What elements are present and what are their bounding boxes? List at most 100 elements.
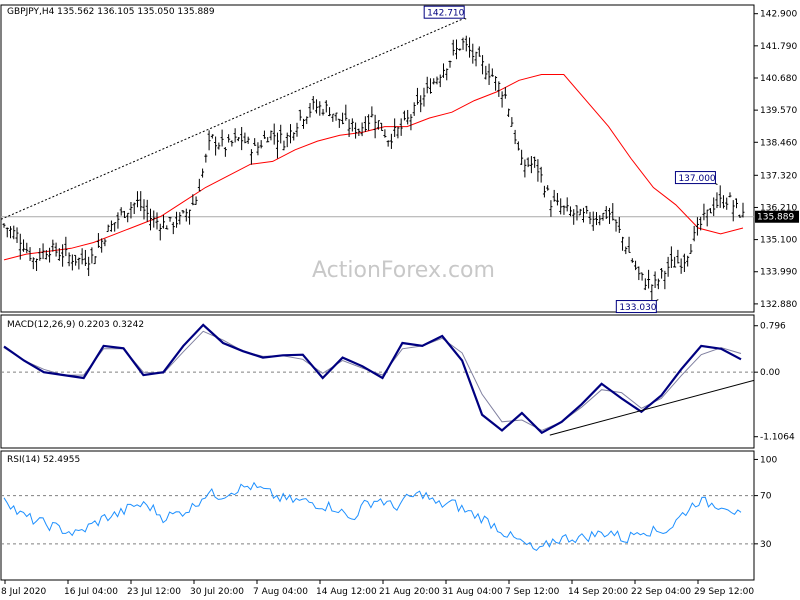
price-tick-label: 140.680 [760,74,797,84]
ohlc-bar [178,212,182,225]
ohlc-bar [337,118,341,128]
ohlc-bar [253,138,257,146]
ohlc-bar [223,147,227,157]
price-tick-label: 139.570 [760,106,797,116]
ohlc-bar [152,210,156,228]
ohlc-bar [471,43,475,64]
ohlc-bar [568,206,572,217]
ohlc-bar [54,242,58,257]
ohlc-bar [354,122,358,139]
ohlc-bar [292,132,296,141]
ohlc-bar [402,110,406,121]
ohlc-bar [181,210,185,214]
ohlc-bar [272,123,276,145]
ohlc-bar [725,197,729,210]
ohlc-bar [41,243,45,260]
price-annotation-box [615,300,657,314]
ohlc-bar [191,194,195,206]
ohlc-bar [500,91,504,108]
ohlc-bar [673,256,677,268]
ohlc-bar [360,122,364,137]
ohlc-bar [350,118,354,132]
ohlc-bar [503,87,507,99]
ohlc-bar [562,205,566,215]
ohlc-bar [262,130,266,139]
ohlc-bar [87,256,91,277]
ohlc-bar [74,254,78,266]
ohlc-bar [35,258,39,272]
ohlc-bar [344,104,348,121]
ohlc-bar [529,156,533,174]
ohlc-bar [474,51,478,67]
ohlc-bar [578,208,582,216]
price-tick-label: 136.210 [760,203,797,213]
time-tick-label: 14 Sep 20:00 [568,587,628,597]
ohlc-bar [516,141,520,151]
macd-line [3,323,742,435]
price-annotation-leader [715,183,718,186]
ohlc-bar [175,211,179,228]
ohlc-bar [129,202,133,219]
ohlc-bar [565,197,569,212]
ohlc-bar [415,87,419,105]
ohlc-bar [158,223,162,241]
ohlc-bar [295,122,299,137]
ohlc-bar [77,257,81,270]
ohlc-bar [9,226,13,239]
ohlc-bar [227,134,231,143]
ohlc-bar [132,202,136,215]
ohlc-bar [165,225,169,230]
ohlc-bar [738,214,742,218]
ohlc-bar [298,109,302,121]
price-panel-frame [0,4,755,313]
ohlc-bar [621,236,625,251]
ohlc-bar [305,116,309,125]
rsi-tick-label: 70 [760,492,772,502]
price-tick-label: 132.880 [760,300,797,310]
macd-panel [1,323,755,436]
ohlc-bar [448,60,452,68]
ohlc-bar [243,132,247,144]
ohlc-bar [249,149,253,165]
ohlc-bar [692,225,696,242]
ohlc-bar [31,257,35,270]
ohlc-bar [712,197,716,217]
ohlc-bar [64,236,68,257]
ohlc-bar [139,191,143,212]
ohlc-bar [656,278,660,290]
ohlc-bar [113,222,117,232]
rsi-panel [1,481,754,552]
ohlc-bar [458,48,462,51]
ohlc-bar [702,203,706,221]
ohlc-bar [96,233,100,248]
ohlc-bar [331,113,335,122]
ohlc-bar [25,242,29,254]
ohlc-bar [487,63,491,85]
ohlc-bar [119,207,123,216]
ohlc-bar [12,225,16,240]
macd-trendline [549,379,755,436]
ohlc-bar [507,108,511,118]
ohlc-bar [643,278,647,291]
ohlc-bar [536,159,540,182]
ohlc-bar [399,118,403,136]
price-annotation-leader [463,17,467,20]
ohlc-bar [83,249,87,266]
price-tick-label: 142.900 [760,10,797,20]
macd-panel-title: MACD(12,26,9) 0.2203 0.3242 [7,320,144,330]
ohlc-bar [481,55,485,75]
time-tick-label: 14 Aug 12:00 [316,587,377,597]
ohlc-bar [148,208,152,231]
price-panel: 142.710 133.030 137.000 [0,5,754,314]
ohlc-bar [490,68,494,77]
ohlc-bar [373,114,377,139]
time-tick-label: 30 Jul 20:00 [190,587,244,597]
ohlc-bar [409,114,413,131]
ohlc-bar [240,126,244,151]
rsi-panel-title: RSI(14) 52.4955 [7,455,80,465]
rsi-tick-label: 30 [760,540,772,550]
ohlc-bar [217,142,221,150]
ohlc-bar [539,166,543,183]
ohlc-bar [637,266,641,281]
ohlc-bar [142,199,146,220]
